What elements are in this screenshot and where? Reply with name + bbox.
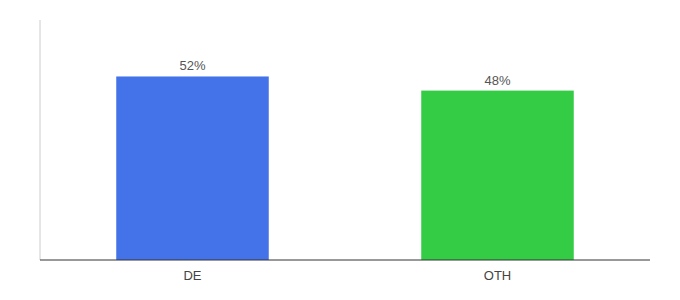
bar xyxy=(116,76,269,260)
chart-container: DE OTH 52% 48% xyxy=(0,0,680,300)
y-axis-line xyxy=(40,20,41,260)
x-tick-labels: DE OTH xyxy=(183,268,511,283)
bars xyxy=(116,76,574,260)
chart-svg: DE OTH 52% 48% xyxy=(0,0,680,300)
plot-area: DE OTH 52% 48% xyxy=(40,20,650,283)
x-tick-label: OTH xyxy=(484,268,511,283)
data-labels: 52% 48% xyxy=(179,58,510,87)
x-tick-label: DE xyxy=(183,268,201,283)
data-label: 52% xyxy=(179,58,205,73)
data-label: 48% xyxy=(484,73,510,88)
x-axis-line xyxy=(40,260,650,261)
bar xyxy=(421,91,574,260)
